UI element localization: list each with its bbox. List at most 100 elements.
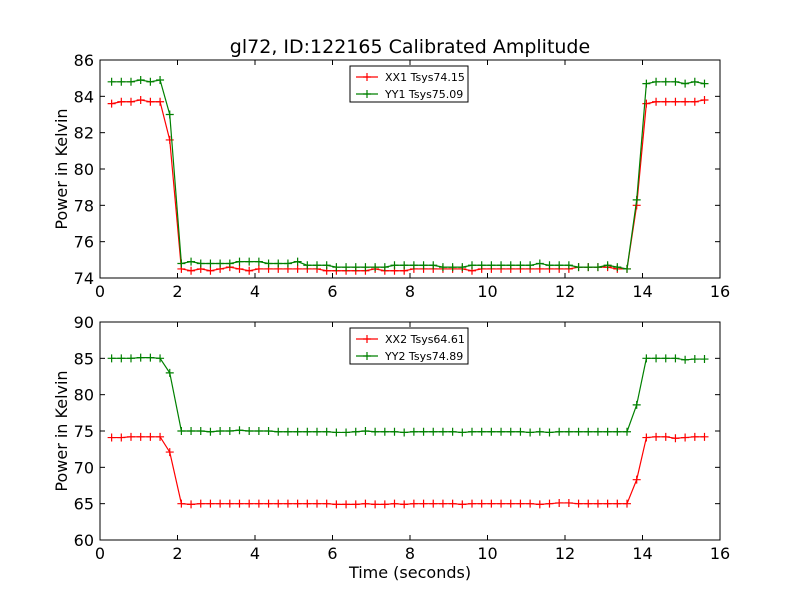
bottom-y-tick-label: 65 [74,495,94,514]
top-series-1-point [652,77,661,86]
top-x-tick-label: 6 [327,282,337,301]
bottom-series-0-point [146,432,155,441]
top-series-1-point [506,261,515,270]
bottom-series-0-point [264,499,273,508]
bottom-x-tick-label: 12 [555,544,575,563]
top-series-1-point [632,195,641,204]
top-series-1-point [216,259,225,268]
bottom-series-1-point [429,427,438,436]
top-series-1-point [584,263,593,272]
bottom-series-0-point [419,499,428,508]
top-series-1-point [361,263,370,272]
bottom-series-1-point [371,427,380,436]
bottom-series-1-point [313,427,321,436]
top-series-1-point [458,263,467,272]
bottom-series-0-point [545,499,554,508]
top-y-tick-label: 80 [74,160,94,179]
top-y-axis-label: Power in Kelvin [52,108,71,229]
top-series-1-point [681,79,690,88]
bottom-series-0-point [613,499,622,508]
top-series-1-point [187,257,196,266]
bottom-series-0-point [136,432,145,441]
bottom-series-1-point [361,427,370,435]
bottom-series-1-point [187,427,196,435]
bottom-series-1-point [555,427,564,436]
bottom-series-0-point [487,499,496,508]
bottom-series-1-point [127,354,135,363]
bottom-series-1-point [400,428,409,437]
bottom-series-1-point [245,427,254,435]
bottom-series-1-point [254,427,263,435]
bottom-x-tick-label: 8 [405,544,415,563]
bottom-series-0-point [165,448,174,457]
top-series-1-point [146,77,155,86]
bottom-legend [349,327,469,365]
bottom-series-0-point [156,432,165,441]
bottom-series-0-point [283,499,292,508]
bottom-y-tick-label: 60 [74,531,94,550]
top-x-tick-label: 0 [95,282,105,301]
bottom-series-0-point [448,499,457,508]
top-chart-title: gl72, ID:122165 Calibrated Amplitude [230,36,590,58]
bottom-series-0-point [535,500,544,509]
bottom-series-0-point [593,499,602,508]
top-y-tick-label: 84 [74,87,94,106]
bottom-series-0-point [117,433,126,442]
bottom-legend-label: XX2 Tsys64.61 [385,333,465,346]
top-series-0-point [700,95,709,104]
bottom-series-1-point [671,354,680,363]
top-series-0-point [245,266,254,275]
bottom-series-0-point [652,432,661,441]
bottom-series-0-point [700,432,709,441]
bottom-series-1-point [283,427,292,436]
bottom-series-0-point [564,498,573,507]
bottom-x-tick-label: 2 [172,544,182,563]
top-series-1-point [127,77,135,86]
top-series-1-point [322,261,331,270]
top-series-0-point [165,135,174,144]
bottom-series-0-point [380,500,389,509]
bottom-series-0-point [332,500,341,509]
bottom-series-0-point [254,499,263,508]
bottom-series-1-point [351,427,360,436]
bottom-y-tick-label: 85 [74,349,94,368]
top-legend-marker [363,90,371,98]
bottom-series-1-point [448,427,457,436]
bottom-series-0-point [584,499,593,508]
top-series-0-point [293,264,302,273]
bottom-series-1-point [632,400,641,409]
bottom-series-0-point [632,475,641,484]
bottom-series-1-point [487,427,496,436]
bottom-series-0-point [187,500,196,509]
bottom-series-0-point [196,499,205,508]
top-series-1-point [351,263,360,272]
bottom-series-1-point [216,427,225,435]
bottom-series-0-point [400,500,409,509]
bottom-series-0-point [458,500,467,509]
top-series-0-point [652,97,661,106]
bottom-series-1-point [136,353,145,362]
bottom-series-0-point [274,499,283,508]
bottom-series-1-point [409,427,418,436]
top-series-1-point [225,259,234,268]
bottom-series-1-point [165,368,174,377]
bottom-y-tick-label: 75 [74,422,94,441]
top-series-1-point [593,263,602,272]
bottom-x-axis-label: Time (seconds) [348,563,471,582]
bottom-series-1-point [545,428,554,437]
top-series-0-point [690,97,699,106]
bottom-series-1-point [468,427,476,436]
bottom-series-1-point [107,354,116,363]
top-series-1-point [448,263,457,272]
bottom-series-1-point [332,428,341,437]
top-series-1-point [400,261,409,270]
bottom-series-1-point [303,427,312,436]
bottom-series-0-point [293,499,302,508]
top-x-tick-label: 2 [172,282,182,301]
top-series-1-point [642,79,651,88]
top-series-1-point [303,261,312,270]
top-series-1-point [165,110,174,119]
top-y-tick-label: 82 [74,124,94,143]
top-y-tick-label: 86 [74,51,94,70]
